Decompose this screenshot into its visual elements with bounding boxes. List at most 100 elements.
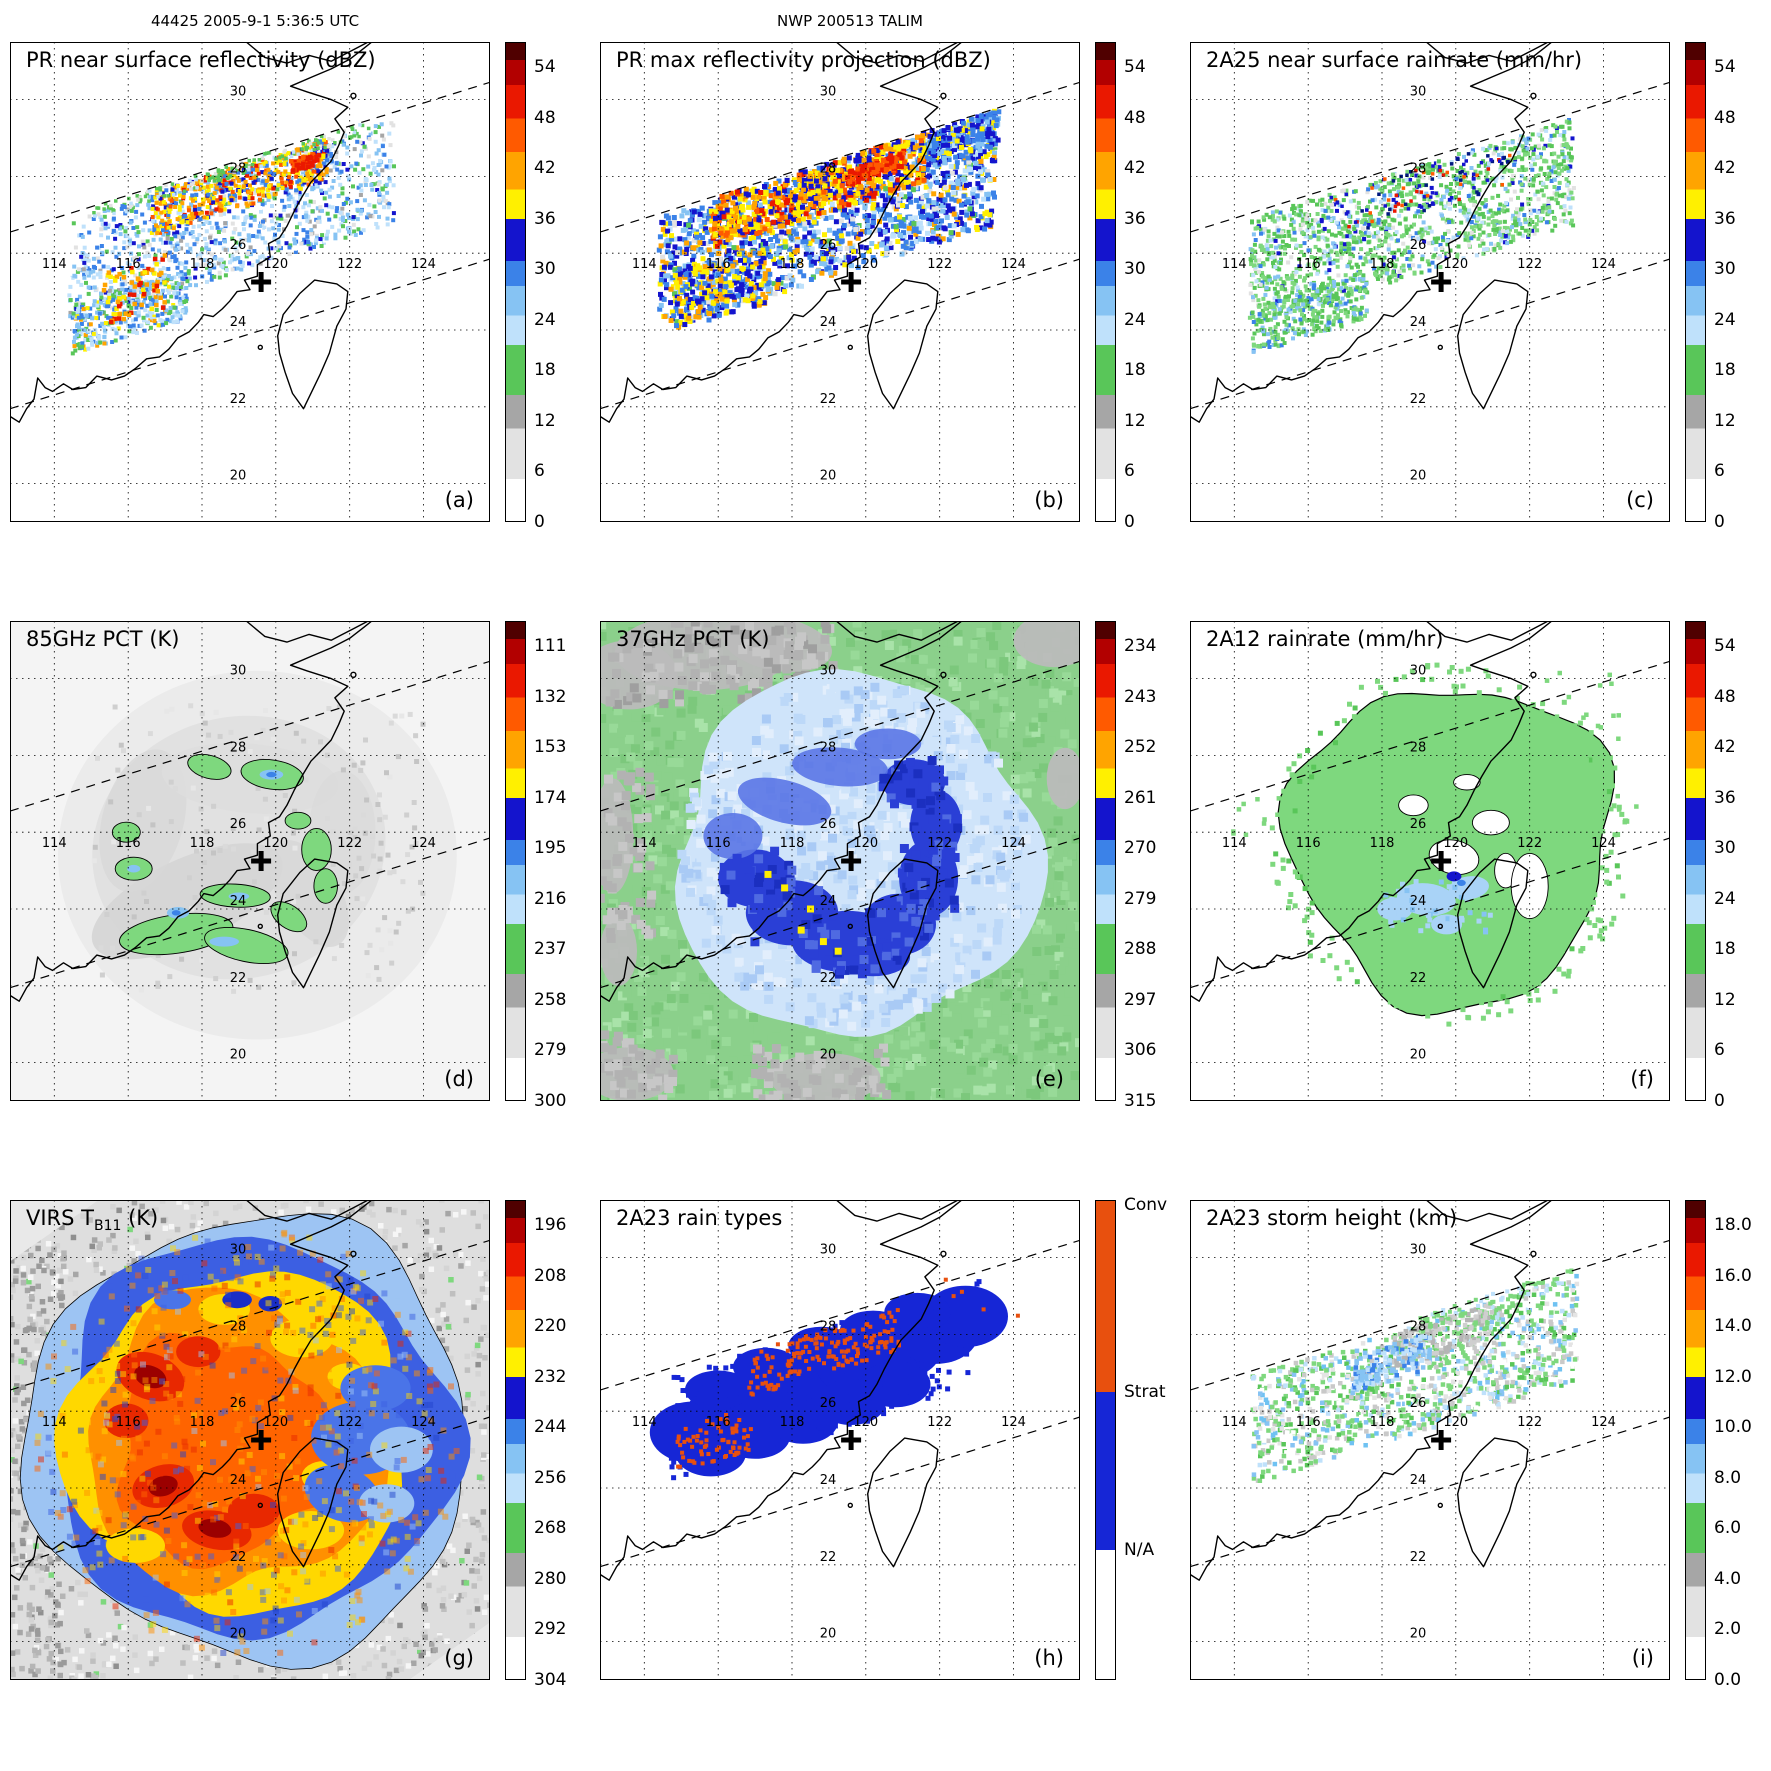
colorbar-tick-label: 220 — [534, 1316, 567, 1337]
panel-title: 85GHz PCT (K) — [26, 627, 180, 651]
colorbar-tick-label: 12.0 — [1714, 1366, 1752, 1387]
colorbar-tick-label: 297 — [1124, 989, 1157, 1010]
svg-text:30: 30 — [230, 85, 247, 100]
colorbar — [505, 621, 526, 1101]
panel-g: 114 116 118 120 122 124 30 28 26 24 22 20 VIRS TB11… — [0, 1192, 590, 1771]
colorbar-tick-label: 48 — [534, 107, 556, 128]
colorbar-tick-label: 237 — [534, 939, 567, 960]
colorbar-tick-label: 300 — [534, 1091, 567, 1111]
map-d: 114 116 118 120 122 124 30 28 26 24 22 20 85GHz PCT… — [10, 621, 490, 1101]
colorbar-tick-label: 48 — [1714, 686, 1736, 707]
storm-name-header: NWP 200513 TALIM — [777, 12, 923, 30]
colorbar-tick-label: 12 — [1714, 410, 1736, 431]
colorbar — [1095, 621, 1116, 1101]
panel-letter: (d) — [444, 1067, 474, 1091]
colorbar — [505, 42, 526, 522]
colorbar-tick-label: 24 — [1714, 309, 1736, 330]
colorbar-tick-label: 279 — [1124, 888, 1157, 909]
panel-title: PR max reflectivity projection (dBZ) — [616, 48, 991, 72]
colorbar-tick-label: 18 — [1714, 939, 1736, 960]
colorbar-tick-label: 36 — [1714, 787, 1736, 808]
colorbar-tick-label: 174 — [534, 787, 567, 808]
colorbar-tick-label: 54 — [1124, 57, 1146, 78]
colorbar-ticks: 0 6 12 18 24 30 36 42 48 54 — [1124, 42, 1180, 531]
colorbar-tick-label: 0 — [1714, 512, 1725, 532]
panel-letter: (f) — [1630, 1067, 1654, 1091]
colorbar-ticks: N/A Strat Conv — [1124, 1196, 1180, 1680]
colorbar-tick-label: 18 — [534, 360, 556, 381]
svg-text:24: 24 — [230, 315, 247, 330]
colorbar-tick-label: 111 — [534, 636, 567, 657]
colorbar — [1685, 621, 1706, 1101]
panel-letter: (c) — [1626, 488, 1654, 512]
colorbar-tick-label: 12 — [1124, 410, 1146, 431]
panel-c: 114 116 118 120 122 124 30 28 26 24 22 20 2A25 near… — [1180, 34, 1770, 613]
colorbar-tick-label: 280 — [534, 1568, 567, 1589]
panel-b: 114 116 118 120 122 124 30 28 26 24 22 20 PR max re… — [590, 34, 1180, 613]
svg-text:114: 114 — [42, 257, 67, 272]
colorbar-tick-label: 234 — [1124, 636, 1157, 657]
panel-title: PR near surface reflectivity (dBZ) — [26, 48, 376, 72]
colorbar-tick-label: 10.0 — [1714, 1417, 1752, 1438]
map-h: 114 116 118 120 122 124 30 28 26 24 22 20 2A23 rain… — [600, 1200, 1080, 1680]
panel-f: 114 116 118 120 122 124 30 28 26 24 22 20 2A12 rain… — [1180, 613, 1770, 1192]
colorbar-ticks: 300 279 258 237 216 195 174 153 132 111 — [534, 621, 590, 1110]
colorbar-tick-label: 268 — [534, 1518, 567, 1539]
panel-letter: (g) — [444, 1646, 474, 1670]
colorbar-tick-label: 42 — [1124, 158, 1146, 179]
colorbar-tick-label: 14.0 — [1714, 1316, 1752, 1337]
map-e: 114 116 118 120 122 124 30 28 26 24 22 20 37GHz PCT… — [600, 621, 1080, 1101]
map-g: 114 116 118 120 122 124 30 28 26 24 22 20 VIRS TB11… — [10, 1200, 490, 1680]
colorbar — [1685, 42, 1706, 522]
colorbar-tick-label: 6 — [1714, 1040, 1725, 1061]
colorbar-tick-label: 0 — [1714, 1091, 1725, 1111]
colorbar-tick-label: 261 — [1124, 787, 1157, 808]
colorbar-tick-label: 244 — [534, 1417, 567, 1438]
panel-title: 2A23 storm height (km) — [1206, 1206, 1458, 1230]
colorbar-tick-label: 36 — [534, 208, 556, 229]
svg-text:120: 120 — [263, 257, 288, 272]
map-i: 114 116 118 120 122 124 30 28 26 24 22 20 2A23 stor… — [1190, 1200, 1670, 1680]
colorbar-tick-label: 48 — [1124, 107, 1146, 128]
colorbar-tick-label: 24 — [1714, 888, 1736, 909]
panel-letter: (a) — [444, 488, 474, 512]
svg-text:118: 118 — [190, 257, 215, 272]
map-f: 114 116 118 120 122 124 30 28 26 24 22 20 2A12 rain… — [1190, 621, 1670, 1101]
svg-text:28: 28 — [230, 161, 247, 176]
panel-h: 114 116 118 120 122 124 30 28 26 24 22 20 2A23 rain… — [590, 1192, 1180, 1771]
colorbar-tick-label: 315 — [1124, 1091, 1157, 1111]
colorbar-ticks: 0 6 12 18 24 30 36 42 48 54 — [1714, 42, 1770, 531]
svg-text:116: 116 — [116, 257, 141, 272]
colorbar-tick-label: 30 — [1714, 259, 1736, 280]
colorbar-tick-label: 132 — [534, 686, 567, 707]
colorbar-tick-label: 306 — [1124, 1040, 1157, 1061]
svg-text:124: 124 — [411, 257, 436, 272]
panel-title: 37GHz PCT (K) — [616, 627, 770, 651]
colorbar-tick-label: 48 — [1714, 107, 1736, 128]
panel-title: 2A23 rain types — [616, 1206, 783, 1230]
colorbar-tick-label: 6 — [1714, 461, 1725, 482]
colorbar — [505, 1200, 526, 1680]
panel-title: 2A12 rainrate (mm/hr) — [1206, 627, 1444, 651]
colorbar-tick-label: 24 — [534, 309, 556, 330]
colorbar — [1685, 1200, 1706, 1680]
colorbar-tick-label: 0.0 — [1714, 1670, 1742, 1690]
colorbar-tick-label: 304 — [534, 1670, 567, 1690]
colorbar-tick-label: 12 — [1714, 989, 1736, 1010]
colorbar-tick-label: 216 — [534, 888, 567, 909]
colorbar-tick-label: 232 — [534, 1366, 567, 1387]
colorbar-tick-label: 54 — [1714, 636, 1736, 657]
colorbar-tick-label: 30 — [1124, 259, 1146, 280]
colorbar-tick-label: 2.0 — [1714, 1619, 1742, 1640]
colorbar-ticks: 0 6 12 18 24 30 36 42 48 54 — [1714, 621, 1770, 1110]
svg-text:20: 20 — [230, 469, 247, 484]
panel-letter: (i) — [1631, 1646, 1654, 1670]
